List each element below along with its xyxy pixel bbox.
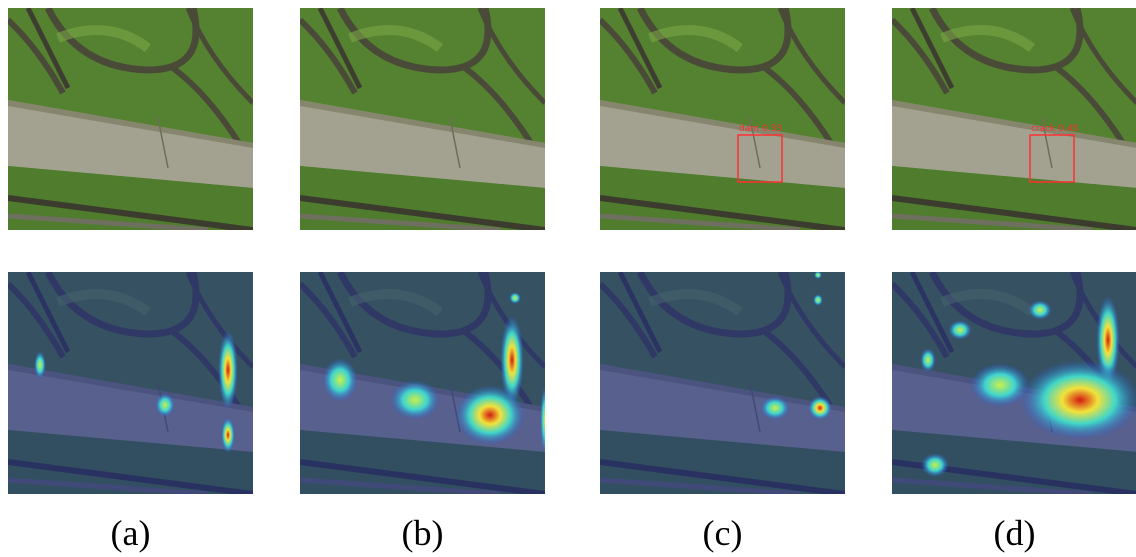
heat-blob (218, 330, 238, 410)
heat-blob (813, 294, 823, 306)
heat-blob (509, 292, 521, 304)
panel: (a) (8, 8, 253, 553)
panel: crack 0.45 (d) (892, 8, 1136, 553)
heat-blob (540, 385, 550, 455)
detection-label: dam 0.33 (739, 124, 782, 134)
heat-blob (921, 453, 949, 477)
panel: (b) (300, 8, 550, 553)
panel-label: (d) (994, 513, 1036, 553)
heat-blob (760, 396, 790, 420)
panel-label: (a) (111, 513, 151, 553)
heat-blob (322, 358, 358, 402)
heat-blob (455, 385, 525, 445)
heatmap (8, 272, 253, 494)
heatmap-overlay (600, 272, 845, 494)
panel-label: (b) (402, 513, 444, 553)
figure: (a) (b) dam 0.33 (c) crack 0.45 (d) (0, 0, 1136, 557)
heatmap (300, 272, 550, 494)
heat-blob (970, 363, 1030, 407)
heat-blob (808, 396, 832, 420)
heat-blob (846, 350, 858, 450)
photo (300, 8, 545, 230)
heat-blob (920, 348, 936, 372)
panel: dam 0.33 (c) (600, 8, 858, 553)
heat-blob (948, 320, 972, 340)
heat-blob (390, 380, 440, 420)
heat-blob (814, 271, 822, 279)
detection-label: crack 0.45 (1031, 124, 1078, 134)
heatmap (600, 271, 858, 494)
heatmap-overlay (8, 272, 253, 494)
photo (600, 8, 845, 230)
heat-blob (221, 417, 235, 453)
photo (892, 8, 1136, 230)
heat-blob (34, 351, 46, 379)
panel-label: (c) (703, 513, 743, 553)
heat-blob (1028, 300, 1052, 320)
heatmap (892, 272, 1136, 494)
heat-blob (1020, 360, 1136, 440)
photo (8, 8, 253, 230)
heat-blob (155, 393, 175, 417)
